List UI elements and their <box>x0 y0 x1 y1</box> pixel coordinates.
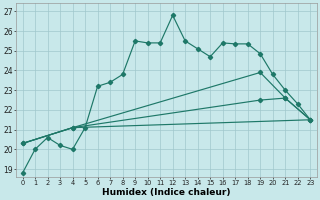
X-axis label: Humidex (Indice chaleur): Humidex (Indice chaleur) <box>102 188 231 197</box>
